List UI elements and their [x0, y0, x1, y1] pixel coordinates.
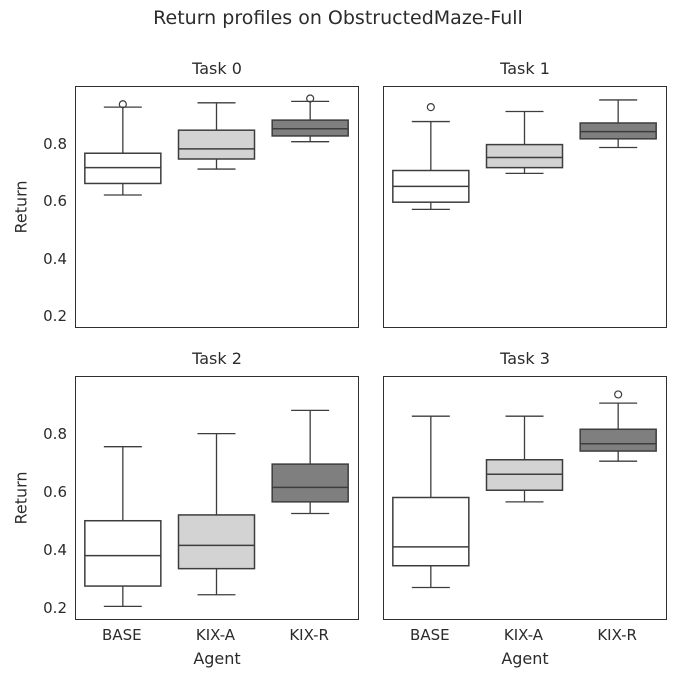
- subplot-title-task2: Task 2: [192, 349, 242, 368]
- boxplot-task2-canvas: [84, 409, 349, 608]
- box-KIX-A: [177, 514, 256, 570]
- y-axis-label-top: Return: [11, 180, 31, 234]
- x-tick-label: BASE: [102, 626, 142, 644]
- box-BASE: [392, 496, 470, 567]
- boxplot-task3-canvas: [392, 390, 657, 589]
- box-KIX-R: [271, 463, 349, 503]
- x-axis-label-left: Agent: [193, 649, 241, 668]
- axes-task2: [75, 376, 359, 620]
- y-axis-label-bottom: Return: [11, 471, 31, 525]
- box-BASE: [84, 519, 162, 587]
- x-tick-label: KIX-R: [289, 626, 329, 644]
- subplot-title-task1: Task 1: [500, 59, 550, 78]
- y-tick-label: 0.2: [43, 599, 67, 618]
- box-KIX-A: [177, 129, 256, 160]
- x-tick-label: KIX-A: [195, 626, 236, 644]
- box-KIX-R: [579, 428, 657, 452]
- axes-task0: [75, 86, 359, 328]
- outlier-KIX-R: [614, 390, 623, 399]
- y-tick-label: 0.6: [43, 483, 67, 502]
- axes-task3: [383, 376, 667, 620]
- boxplot-task1-canvas: [392, 99, 657, 211]
- outlier-BASE: [118, 100, 127, 109]
- outlier-BASE: [426, 103, 435, 112]
- y-tick-label: 0.2: [43, 307, 67, 326]
- x-tick-label: KIX-R: [597, 626, 637, 644]
- x-tick-label: KIX-A: [503, 626, 544, 644]
- subplot-title-task0: Task 0: [192, 59, 242, 78]
- y-tick-label: 0.6: [43, 192, 67, 211]
- boxplot-task0-canvas: [84, 94, 349, 196]
- x-axis-label-right: Agent: [501, 649, 549, 668]
- axes-task1: [383, 86, 667, 328]
- y-tick-label: 0.4: [43, 541, 67, 560]
- box-KIX-A: [485, 143, 564, 169]
- figure-title: Return profiles on ObstructedMaze-Full: [153, 7, 523, 29]
- x-tick-label: BASE: [410, 626, 450, 644]
- outlier-KIX-R: [306, 94, 315, 103]
- subplot-title-task3: Task 3: [500, 349, 550, 368]
- y-tick-label: 0.4: [43, 249, 67, 268]
- y-tick-label: 0.8: [43, 134, 67, 153]
- y-tick-label: 0.8: [43, 425, 67, 444]
